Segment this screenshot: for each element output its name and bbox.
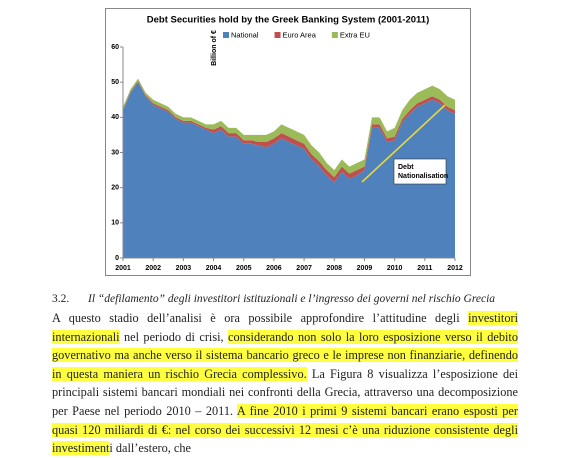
y-tick-label: 40: [111, 114, 119, 121]
area: [123, 82, 455, 259]
annotation-arrow: [361, 104, 446, 183]
chart-title: Debt Securities hold by the Greek Bankin…: [147, 15, 429, 26]
y-tick-label: 0: [115, 255, 119, 262]
section-title: Il “defilamento” degli investitori istit…: [88, 293, 496, 305]
x-tick-label: 2001: [115, 265, 131, 272]
x-tick-label: 2004: [206, 265, 222, 272]
x-tick-label: 2009: [357, 265, 373, 272]
annotation-box: [393, 158, 447, 185]
y-axis-label: Billion of €: [211, 30, 218, 66]
x-tick-label: 2012: [447, 265, 463, 272]
x-tick-label: 2005: [236, 265, 252, 272]
x-tick-label: 2007: [296, 265, 312, 272]
text-run: nel periodo di crisi,: [119, 329, 229, 344]
legend-label: National: [231, 30, 259, 39]
legend-swatch: [331, 32, 338, 38]
x-tick-label: 2010: [387, 265, 403, 272]
x-tick-label: 2008: [326, 265, 342, 272]
area: [123, 78, 455, 178]
section-number: 3.2.: [52, 293, 70, 305]
page: Debt Securities hold by the Greek Bankin…: [52, 8, 518, 456]
legend-swatch: [223, 32, 229, 38]
y-tick-label: 10: [111, 220, 119, 227]
chart: Debt Securities hold by the Greek Bankin…: [105, 8, 471, 276]
y-tick-label: 30: [111, 149, 119, 156]
text-run: i dall’estero, che: [109, 441, 191, 456]
x-tick-label: 2011: [417, 265, 432, 272]
y-tick-label: 60: [111, 44, 119, 51]
legend-label: Euro Area: [283, 30, 317, 39]
legend-label: Extra EU: [340, 30, 370, 39]
y-tick-label: 20: [111, 185, 119, 192]
x-tick-label: 2002: [145, 265, 161, 272]
x-tick-label: 2003: [176, 265, 192, 272]
x-tick-label: 2006: [266, 265, 282, 272]
paragraph: A questo stadio dell’analisi è ora possi…: [52, 309, 518, 458]
legend-swatch: [274, 32, 281, 38]
annotation: Debt Nationalisation: [398, 164, 448, 180]
section-heading: 3.2. Il “defilamento” degli investitori i…: [52, 293, 495, 305]
text-run: A questo stadio dell’analisi è ora possi…: [52, 311, 469, 325]
y-tick-label: 50: [111, 79, 119, 86]
